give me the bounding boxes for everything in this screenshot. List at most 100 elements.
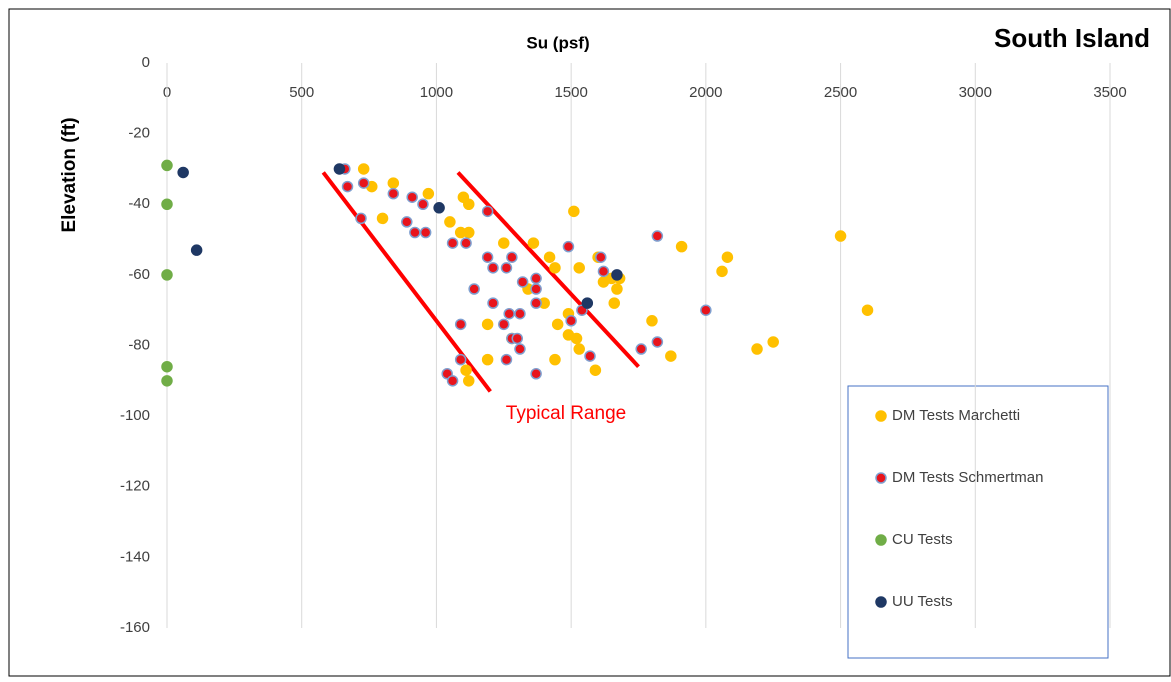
data-point xyxy=(551,318,564,331)
data-point xyxy=(530,272,542,285)
data-point xyxy=(543,251,556,263)
data-point xyxy=(646,315,658,327)
data-point xyxy=(481,251,494,263)
legend-marker xyxy=(875,596,887,608)
data-point xyxy=(406,191,418,203)
data-point xyxy=(651,230,664,242)
data-point xyxy=(581,297,594,309)
x-tick-label: 1000 xyxy=(420,84,453,101)
annotation: Typical Range xyxy=(506,403,626,424)
data-point xyxy=(651,336,664,348)
data-point xyxy=(401,216,413,228)
x-tick-label: 2500 xyxy=(824,84,857,101)
legend-label: DM Tests Marchetti xyxy=(892,407,1020,424)
x-tick-label: 2000 xyxy=(689,84,722,101)
x-tick-label: 3000 xyxy=(959,84,992,101)
data-point xyxy=(417,198,429,210)
data-point xyxy=(468,283,480,295)
legend-label: DM Tests Schmertman xyxy=(892,469,1043,486)
data-point xyxy=(514,343,526,355)
y-tick-label: -80 xyxy=(128,336,150,353)
data-point xyxy=(487,297,499,309)
data-point xyxy=(387,187,400,200)
data-point xyxy=(584,350,596,362)
y-axis-title: Elevation (ft) xyxy=(59,117,80,232)
data-point xyxy=(498,237,510,249)
data-point xyxy=(498,318,510,331)
y-tick-label: -120 xyxy=(120,478,150,495)
data-point xyxy=(460,364,472,376)
data-point xyxy=(481,318,494,331)
data-point xyxy=(161,269,173,281)
data-point xyxy=(387,177,400,189)
data-point xyxy=(357,163,370,175)
data-point xyxy=(721,251,734,263)
data-point xyxy=(161,159,173,172)
data-point xyxy=(487,262,499,274)
data-point xyxy=(511,332,524,345)
data-point xyxy=(409,226,421,239)
data-point xyxy=(589,364,602,376)
data-point xyxy=(454,353,467,366)
data-point xyxy=(355,212,367,225)
data-point xyxy=(463,375,475,387)
data-point xyxy=(463,226,475,239)
data-point xyxy=(568,205,580,218)
data-point xyxy=(463,198,475,210)
legend-marker xyxy=(875,534,887,546)
data-point xyxy=(665,350,677,362)
data-point xyxy=(834,230,847,242)
data-point xyxy=(530,297,542,309)
data-point xyxy=(562,240,575,253)
data-point xyxy=(433,202,445,214)
x-tick-label: 500 xyxy=(289,84,314,101)
data-point xyxy=(161,198,173,210)
data-point xyxy=(422,187,435,200)
y-tick-label: -140 xyxy=(120,548,150,565)
x-tick-label: 3500 xyxy=(1093,84,1126,101)
legend-label: UU Tests xyxy=(892,593,953,610)
data-point xyxy=(446,375,459,387)
data-point xyxy=(562,329,575,341)
typical-range-line xyxy=(456,171,640,369)
data-point xyxy=(608,297,621,309)
data-point xyxy=(530,283,542,295)
data-point xyxy=(481,353,494,366)
data-point xyxy=(503,307,515,320)
data-point xyxy=(446,237,459,249)
data-point xyxy=(506,251,518,263)
data-point xyxy=(333,163,346,175)
legend-label: CU Tests xyxy=(892,531,953,548)
data-point xyxy=(376,212,389,225)
data-point xyxy=(751,343,763,355)
y-tick-label: -100 xyxy=(120,407,150,424)
legend-box xyxy=(847,385,1109,659)
data-point xyxy=(675,240,688,253)
x-axis-title: Su (psf) xyxy=(526,33,589,52)
data-point xyxy=(357,177,370,189)
y-tick-label: -20 xyxy=(128,125,150,142)
data-point xyxy=(549,262,561,274)
data-point xyxy=(190,244,203,256)
data-point xyxy=(500,353,513,366)
data-point xyxy=(635,343,647,355)
chart-border xyxy=(8,8,1171,677)
data-point xyxy=(341,180,354,193)
data-point xyxy=(767,336,779,348)
data-point xyxy=(161,375,173,387)
chart-title: South Island xyxy=(994,23,1150,53)
data-point xyxy=(565,315,577,327)
data-point xyxy=(861,304,874,316)
data-point xyxy=(481,205,494,218)
data-point xyxy=(549,353,561,366)
data-point xyxy=(597,265,610,278)
data-point xyxy=(500,262,513,274)
data-point xyxy=(177,166,189,179)
data-point xyxy=(573,343,585,355)
y-tick-label: -60 xyxy=(128,266,150,283)
data-point xyxy=(611,269,623,281)
data-point xyxy=(716,265,728,278)
data-point xyxy=(573,262,585,274)
data-point xyxy=(516,276,529,288)
